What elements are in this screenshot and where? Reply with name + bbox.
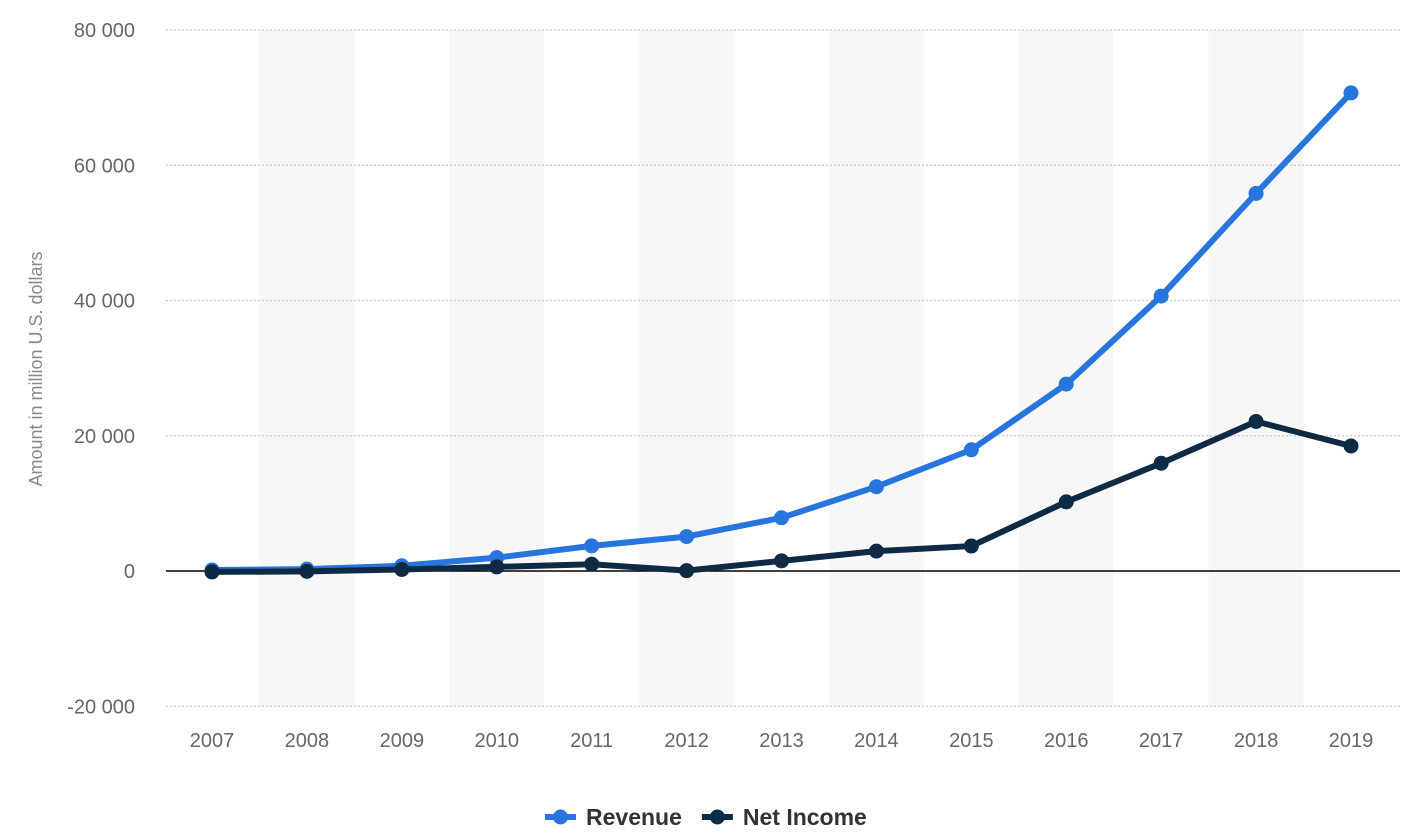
data-point (394, 561, 410, 577)
data-point (489, 559, 505, 575)
column-band (639, 30, 735, 707)
x-axis-ticks: 2007 2008 2009 2010 2011 2012 2013 2014 2015 2016… (190, 730, 1374, 752)
y-axis-label: Amount in million U.S. dollars (26, 251, 46, 486)
column-bands (259, 30, 1304, 707)
data-point (1058, 494, 1074, 510)
x-tick-label: 2017 (1139, 730, 1184, 752)
data-point (204, 564, 220, 580)
y-tick-label: 40 000 (74, 291, 135, 313)
series-line (211, 90, 1354, 573)
data-point (1248, 413, 1264, 429)
data-point (1343, 438, 1359, 454)
x-tick-label: 2008 (285, 730, 330, 752)
legend-marker (709, 809, 725, 825)
data-point (1153, 455, 1169, 471)
data-point (584, 538, 600, 554)
data-point (963, 538, 979, 554)
x-tick-label: 2016 (1044, 730, 1089, 752)
column-band (1018, 30, 1114, 707)
column-band (1208, 30, 1304, 707)
x-tick-label: 2015 (949, 730, 994, 752)
x-tick-label: 2013 (759, 730, 804, 752)
y-axis-ticks: -20 000 0 20 000 40 000 60 000 80 000 (67, 20, 135, 718)
series-revenue (204, 85, 1359, 578)
series-group (204, 85, 1359, 580)
column-band (828, 30, 924, 707)
data-point (868, 543, 884, 559)
x-tick-label: 2009 (380, 730, 425, 752)
column-band (259, 30, 355, 707)
data-point (1248, 185, 1264, 201)
data-point (774, 510, 789, 526)
series-net-income (204, 413, 1359, 580)
legend: Revenue Net Income (545, 804, 867, 830)
series-line (211, 418, 1352, 575)
data-point (963, 442, 979, 458)
data-point (1058, 376, 1074, 392)
data-point (584, 556, 600, 572)
data-point (1343, 85, 1359, 101)
column-band (449, 30, 545, 707)
y-tick-label: 80 000 (74, 20, 135, 42)
x-tick-label: 2014 (854, 730, 899, 752)
legend-label: Revenue (586, 804, 682, 830)
legend-item: Revenue (545, 804, 682, 830)
x-tick-label: 2010 (475, 730, 520, 752)
x-tick-label: 2019 (1329, 730, 1374, 752)
x-tick-label: 2012 (664, 730, 709, 752)
data-point (679, 563, 695, 579)
data-point (774, 553, 789, 569)
y-tick-label: -20 000 (67, 696, 135, 718)
legend-label: Net Income (743, 804, 867, 830)
y-tick-label: 0 (124, 561, 135, 583)
x-tick-label: 2011 (570, 730, 613, 752)
x-tick-label: 2007 (190, 730, 235, 752)
legend-marker (553, 809, 568, 825)
legend-item: Net Income (701, 804, 867, 830)
x-tick-label: 2018 (1234, 730, 1279, 752)
data-point (299, 563, 315, 579)
data-point (868, 479, 884, 495)
y-tick-label: 20 000 (74, 426, 135, 448)
data-point (1153, 288, 1169, 304)
y-tick-label: 60 000 (74, 155, 135, 177)
data-point (679, 529, 695, 545)
